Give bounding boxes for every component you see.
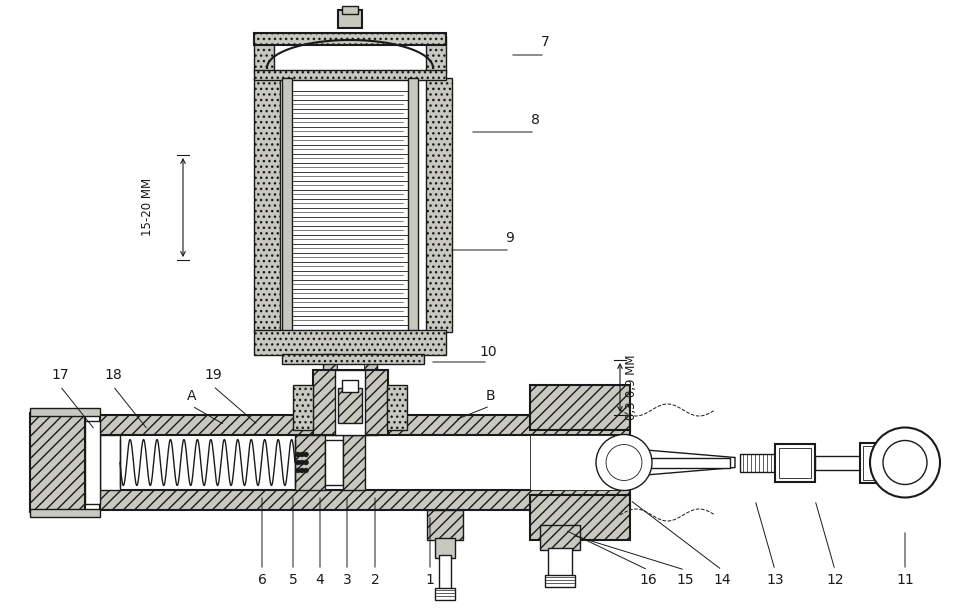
Text: 6: 6 — [257, 573, 267, 587]
Text: 2: 2 — [371, 573, 379, 587]
Text: 11: 11 — [896, 573, 914, 587]
Bar — [30, 509, 100, 517]
Bar — [335, 370, 365, 435]
Text: 15-20 ММ: 15-20 ММ — [140, 178, 154, 236]
Circle shape — [300, 468, 304, 473]
Text: 14: 14 — [713, 573, 731, 587]
Bar — [815, 455, 880, 470]
Bar — [426, 78, 452, 332]
Text: 18: 18 — [104, 368, 122, 382]
Text: 19: 19 — [204, 368, 222, 382]
Text: A: A — [187, 389, 197, 403]
Bar — [254, 78, 280, 332]
Bar — [530, 435, 630, 490]
Circle shape — [300, 452, 304, 457]
Bar — [439, 555, 451, 590]
Text: 1: 1 — [425, 573, 435, 587]
Bar — [435, 588, 455, 600]
Text: B: B — [485, 389, 494, 403]
Bar — [342, 380, 358, 392]
Bar — [338, 388, 362, 423]
Bar — [30, 408, 100, 416]
Bar — [343, 435, 365, 490]
Bar — [325, 440, 343, 485]
Circle shape — [303, 468, 308, 473]
Bar — [254, 70, 446, 80]
Bar — [740, 454, 775, 471]
Bar — [863, 446, 897, 479]
Bar — [435, 538, 455, 558]
Text: 8: 8 — [531, 113, 540, 127]
Polygon shape — [426, 36, 446, 73]
Circle shape — [296, 452, 300, 457]
Bar — [779, 447, 811, 478]
Text: 4: 4 — [316, 573, 324, 587]
Bar — [610, 440, 630, 485]
Bar — [408, 78, 418, 332]
Circle shape — [870, 427, 940, 498]
Bar — [282, 78, 292, 332]
Polygon shape — [628, 449, 735, 476]
Text: 5: 5 — [289, 573, 298, 587]
Bar — [254, 33, 446, 45]
Bar — [860, 443, 900, 482]
Text: 12: 12 — [827, 573, 844, 587]
Bar — [293, 385, 313, 430]
Bar — [100, 415, 630, 435]
Text: 16: 16 — [639, 573, 657, 587]
Circle shape — [303, 452, 308, 457]
Text: 9: 9 — [506, 231, 515, 245]
Text: 17: 17 — [51, 368, 69, 382]
Bar — [387, 385, 407, 430]
Bar — [775, 443, 815, 481]
Bar — [295, 435, 325, 490]
Bar — [282, 354, 424, 364]
Bar — [254, 330, 446, 355]
Bar — [337, 354, 364, 435]
Text: 15: 15 — [676, 573, 694, 587]
Text: 7: 7 — [540, 35, 549, 49]
Circle shape — [296, 460, 300, 465]
Bar — [100, 490, 630, 510]
Bar — [30, 413, 85, 512]
Circle shape — [596, 435, 652, 490]
Polygon shape — [254, 36, 274, 73]
Circle shape — [606, 444, 642, 481]
Circle shape — [303, 460, 308, 465]
Bar — [342, 6, 358, 14]
Bar — [100, 435, 630, 490]
Bar — [427, 510, 463, 540]
Bar — [323, 354, 337, 435]
Bar — [313, 370, 388, 435]
Bar — [363, 354, 377, 435]
Text: 0,3-0,9 ММ: 0,3-0,9 ММ — [625, 354, 638, 420]
Circle shape — [883, 441, 927, 484]
Circle shape — [296, 468, 300, 473]
Bar — [338, 10, 362, 28]
Bar — [630, 457, 730, 468]
Text: 13: 13 — [766, 573, 783, 587]
Bar — [548, 548, 572, 578]
Bar — [100, 435, 120, 490]
Text: 10: 10 — [479, 345, 497, 359]
Bar — [530, 495, 630, 540]
Bar — [530, 385, 630, 430]
Bar — [545, 575, 575, 587]
Bar — [85, 421, 100, 504]
Bar — [540, 525, 580, 550]
Text: 3: 3 — [343, 573, 351, 587]
Circle shape — [300, 460, 304, 465]
